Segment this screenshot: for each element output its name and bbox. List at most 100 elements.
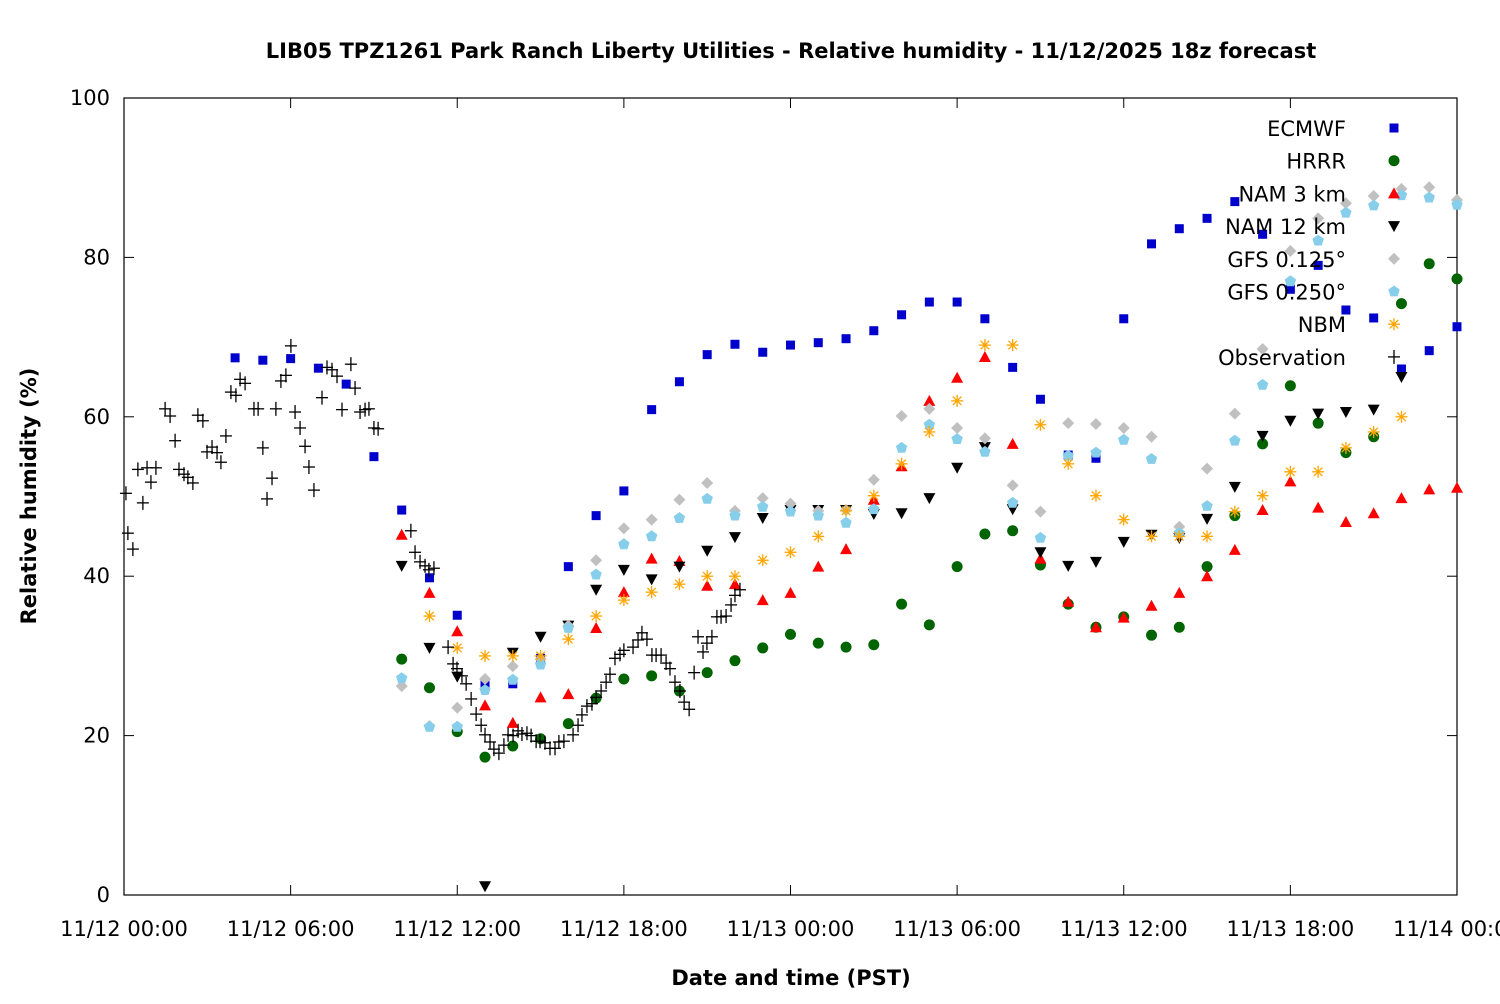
data-point-observation: [442, 640, 455, 655]
data-point-gfs-0-125: [1006, 479, 1019, 492]
data-point-nbm: [1312, 465, 1325, 478]
data-point-gfs-0-125: [1423, 181, 1436, 194]
data-point-gfs-0-250: [423, 720, 436, 732]
data-point-nbm: [479, 649, 492, 662]
data-point-nam-12-km: [1256, 430, 1269, 442]
data-point-gfs-0-125: [617, 522, 630, 535]
data-point-hrrr: [396, 653, 408, 665]
data-point-ecmwf: [702, 350, 712, 360]
data-point-gfs-0-250: [1062, 449, 1074, 461]
axis-ticks: 11/12 00:00 11/12 06:00 11/12 12:00 11/12 1…: [60, 86, 1500, 941]
data-point-hrrr: [1395, 298, 1407, 310]
data-point-gfs-0-125: [756, 492, 769, 505]
data-point-gfs-0-250: [1145, 453, 1158, 464]
x-tick-label: 11/12 00:00: [60, 917, 188, 941]
data-point-observation: [164, 409, 177, 424]
data-point-observation: [219, 428, 232, 443]
x-tick-label: 11/12 12:00: [393, 917, 521, 941]
data-point-ecmwf: [397, 505, 407, 515]
data-point-gfs-0-250: [1312, 234, 1324, 246]
data-point-nam-3-km: [784, 586, 797, 598]
data-point-gfs-0-250: [618, 538, 630, 550]
data-point-ecmwf: [841, 334, 851, 344]
data-point-ecmwf: [1091, 453, 1101, 463]
data-point-nam-3-km: [1145, 599, 1158, 611]
legend: ECMWF HRRR NAM 3 km NAM 12 km GFS 0.125° GFS …: [1218, 117, 1400, 370]
data-point-gfs-0-125: [895, 410, 908, 423]
data-point-nam-12-km: [701, 545, 714, 557]
data-point-nam-3-km: [812, 560, 825, 572]
data-point-nam-12-km: [1228, 481, 1241, 493]
data-point-observation: [294, 420, 307, 435]
data-point-observation: [422, 562, 435, 577]
data-point-nam-3-km: [1173, 586, 1186, 598]
data-point-observation: [608, 651, 621, 666]
data-point-observation: [131, 462, 144, 477]
data-point-gfs-0-250: [923, 418, 936, 430]
data-point-ecmwf: [730, 339, 740, 349]
data-point-observation: [683, 702, 696, 717]
data-point-ecmwf: [1369, 313, 1379, 323]
data-point-observation: [211, 445, 224, 460]
data-point-observation: [126, 542, 139, 557]
data-point-observation: [136, 495, 149, 510]
data-point-nam-12-km: [951, 462, 964, 474]
data-point-observation: [534, 734, 547, 749]
data-point-observation: [186, 475, 199, 490]
data-point-gfs-0-250: [895, 441, 908, 453]
data-point-observation: [515, 727, 528, 742]
data-point-gfs-0-125: [451, 701, 464, 714]
data-point-nbm: [1201, 530, 1214, 543]
data-point-nbm: [1006, 339, 1019, 352]
data-point-observation: [465, 691, 478, 706]
data-point-nam-3-km: [1256, 504, 1269, 516]
data-point-nam-3-km: [1062, 595, 1075, 607]
data-point-ecmwf: [674, 377, 684, 387]
data-point-gfs-0-125: [1284, 245, 1297, 258]
data-point-ecmwf: [813, 338, 823, 348]
data-point-nbm: [451, 641, 464, 654]
series-ecmwf: [230, 197, 1462, 689]
data-point-nbm: [923, 425, 936, 438]
data-point-ecmwf: [1174, 224, 1184, 234]
data-point-observation: [655, 648, 668, 663]
legend-label-nam-3-km: NAM 3 km: [1238, 182, 1346, 206]
data-point-observation: [600, 675, 613, 690]
data-point-nbm: [728, 570, 741, 583]
data-point-gfs-0-125: [1089, 417, 1102, 430]
legend-marker-ecmwf: [1389, 123, 1399, 133]
data-point-ecmwf: [1396, 364, 1406, 374]
data-point-ecmwf: [1119, 314, 1129, 324]
data-point-nam-3-km: [590, 622, 603, 634]
data-point-hrrr: [923, 619, 935, 631]
data-point-gfs-0-125: [1117, 421, 1130, 434]
data-point-observation: [640, 632, 653, 647]
data-point-nam-3-km: [1228, 543, 1241, 555]
data-point-nbm: [1256, 489, 1269, 502]
data-point-gfs-0-125: [923, 402, 936, 415]
legend-label-gfs-0-250: GFS 0.250°: [1227, 281, 1346, 305]
data-point-hrrr: [785, 628, 796, 640]
data-point-hrrr: [423, 682, 435, 694]
data-point-hrrr: [868, 639, 880, 651]
data-point-nbm: [1395, 410, 1408, 423]
data-point-observation: [349, 381, 362, 396]
data-point-gfs-0-250: [479, 684, 491, 695]
legend-marker-nam-12-km: [1388, 221, 1400, 233]
data-point-hrrr: [812, 637, 824, 649]
data-point-ecmwf: [786, 340, 795, 350]
data-point-nbm: [951, 394, 964, 407]
data-point-observation: [455, 668, 468, 683]
data-point-observation: [331, 369, 344, 384]
data-point-observation: [678, 695, 691, 710]
data-point-observation: [720, 609, 733, 624]
data-point-nam-3-km: [423, 586, 436, 598]
data-point-gfs-0-250: [1118, 433, 1130, 445]
data-point-observation: [169, 433, 182, 448]
data-point-nam-3-km: [506, 716, 519, 728]
data-point-observation: [487, 742, 500, 757]
x-tick-label: 11/13 06:00: [893, 917, 1021, 941]
legend-label-hrrr: HRRR: [1286, 150, 1346, 174]
data-point-observation: [362, 401, 375, 416]
